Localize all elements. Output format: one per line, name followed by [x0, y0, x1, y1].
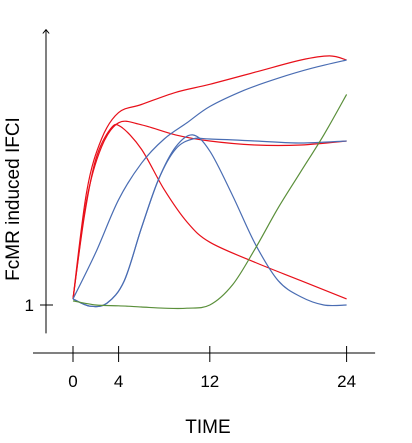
series-line-1	[72, 55, 347, 299]
series-line-5	[72, 134, 347, 308]
x-tick-label-4: 4	[114, 372, 123, 391]
tick-layer: 0 4 12 24 1	[25, 296, 357, 391]
x-tick-label-0: 0	[68, 372, 77, 391]
x-tick-label-12: 12	[200, 372, 219, 391]
x-tick-label-24: 24	[337, 372, 356, 391]
y-axis-title: FcMR induced IFCI	[3, 117, 24, 281]
series-line-7	[72, 94, 348, 310]
series-line-6	[72, 59, 347, 300]
series-layer	[72, 55, 348, 310]
series-line-3	[72, 123, 347, 300]
y-tick-label-1: 1	[25, 296, 34, 315]
x-axis-title: TIME	[185, 417, 230, 438]
